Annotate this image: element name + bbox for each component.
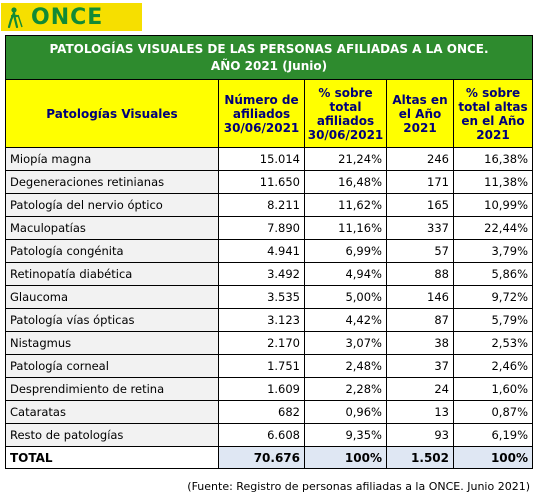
new-registrations-percent-cell: 16,38% — [452, 147, 534, 171]
total-new-registrations-cell: 1.502 — [386, 446, 454, 469]
table-row: Miopía magna 15.014 21,24% 246 16,38% — [5, 147, 534, 171]
new-registrations-cell: 93 — [386, 423, 454, 447]
affiliates-cell: 15.014 — [218, 147, 305, 171]
pathology-cell: Cataratas — [5, 400, 219, 424]
once-logo-text: ONCE — [31, 4, 104, 30]
affiliates-cell: 3.535 — [218, 285, 305, 309]
new-registrations-percent-cell: 6,19% — [452, 423, 534, 447]
affiliates-percent-cell: 3,07% — [304, 331, 387, 355]
affiliates-cell: 3.492 — [218, 262, 305, 286]
table-title: PATOLOGÍAS VISUALES DE LAS PERSONAS AFIL… — [4, 35, 534, 80]
affiliates-percent-cell: 0,96% — [304, 400, 387, 424]
table-row: Retinopatía diabética 3.492 4,94% 88 5,86% — [5, 262, 534, 286]
affiliates-percent-cell: 11,62% — [304, 193, 387, 217]
affiliates-percent-cell: 21,24% — [304, 147, 387, 171]
once-logo: ONCE — [1, 3, 142, 31]
column-header-new-registrations-percent: % sobre total altas en el Año 2021 — [452, 79, 534, 148]
pathology-cell: Maculopatías — [5, 216, 219, 240]
affiliates-percent-cell: 5,00% — [304, 285, 387, 309]
new-registrations-percent-cell: 3,79% — [452, 239, 534, 263]
total-pathology-cell: TOTAL — [5, 446, 219, 469]
affiliates-percent-cell: 16,48% — [304, 170, 387, 194]
column-header-affiliates: Número de afiliados 30/06/2021 — [218, 79, 305, 148]
affiliates-cell: 1.609 — [218, 377, 305, 401]
affiliates-percent-cell: 9,35% — [304, 423, 387, 447]
new-registrations-cell: 57 — [386, 239, 454, 263]
new-registrations-percent-cell: 10,99% — [452, 193, 534, 217]
pathology-cell: Patología congénita — [5, 239, 219, 263]
pathology-cell: Patología vías ópticas — [5, 308, 219, 332]
total-affiliates-percent-cell: 100% — [304, 446, 387, 469]
total-row: TOTAL 70.676 100% 1.502 100% — [5, 446, 534, 469]
new-registrations-cell: 24 — [386, 377, 454, 401]
affiliates-cell: 682 — [218, 400, 305, 424]
table-row: Cataratas 682 0,96% 13 0,87% — [5, 400, 534, 424]
table-title-line-2: AÑO 2021 (Junio) — [210, 58, 328, 73]
affiliates-percent-cell: 11,16% — [304, 216, 387, 240]
affiliates-cell: 3.123 — [218, 308, 305, 332]
pathology-cell: Glaucoma — [5, 285, 219, 309]
new-registrations-percent-cell: 2,46% — [452, 354, 534, 378]
pathology-cell: Patología del nervio óptico — [5, 193, 219, 217]
new-registrations-percent-cell: 22,44% — [452, 216, 534, 240]
affiliates-cell: 2.170 — [218, 331, 305, 355]
column-header-pathology: Patologías Visuales — [5, 79, 219, 148]
affiliates-cell: 1.751 — [218, 354, 305, 378]
affiliates-percent-cell: 6,99% — [304, 239, 387, 263]
total-new-registrations-percent-cell: 100% — [452, 446, 534, 469]
affiliates-percent-cell: 4,42% — [304, 308, 387, 332]
affiliates-cell: 11.650 — [218, 170, 305, 194]
pathologies-table: PATOLOGÍAS VISUALES DE LAS PERSONAS AFIL… — [4, 35, 534, 469]
new-registrations-cell: 13 — [386, 400, 454, 424]
affiliates-cell: 8.211 — [218, 193, 305, 217]
table-row: Patología corneal 1.751 2,48% 37 2,46% — [5, 354, 534, 378]
new-registrations-cell: 337 — [386, 216, 454, 240]
new-registrations-percent-cell: 11,38% — [452, 170, 534, 194]
table-row: Nistagmus 2.170 3,07% 38 2,53% — [5, 331, 534, 355]
table-row: Patología congénita 4.941 6,99% 57 3,79% — [5, 239, 534, 263]
table-header-row: Patologías Visuales Número de afiliados … — [5, 79, 534, 148]
new-registrations-percent-cell: 2,53% — [452, 331, 534, 355]
column-header-affiliates-percent: % sobre total afiliados 30/06/2021 — [304, 79, 387, 148]
pathology-cell: Retinopatía diabética — [5, 262, 219, 286]
new-registrations-percent-cell: 5,79% — [452, 308, 534, 332]
pathology-cell: Miopía magna — [5, 147, 219, 171]
affiliates-percent-cell: 4,94% — [304, 262, 387, 286]
new-registrations-cell: 246 — [386, 147, 454, 171]
pathology-cell: Resto de patologías — [5, 423, 219, 447]
table-row: Maculopatías 7.890 11,16% 337 22,44% — [5, 216, 534, 240]
affiliates-cell: 6.608 — [218, 423, 305, 447]
new-registrations-cell: 37 — [386, 354, 454, 378]
table-row: Resto de patologías 6.608 9,35% 93 6,19% — [5, 423, 534, 447]
new-registrations-percent-cell: 9,72% — [452, 285, 534, 309]
table-row: Degeneraciones retinianas 11.650 16,48% 171… — [5, 170, 534, 194]
new-registrations-cell: 38 — [386, 331, 454, 355]
table-row: Glaucoma 3.535 5,00% 146 9,72% — [5, 285, 534, 309]
table-row: Patología del nervio óptico 8.211 11,62% 16… — [5, 193, 534, 217]
affiliates-cell: 4.941 — [218, 239, 305, 263]
table-row: Patología vías ópticas 3.123 4,42% 87 5,79% — [5, 308, 534, 332]
new-registrations-cell: 171 — [386, 170, 454, 194]
table-row: Desprendimiento de retina 1.609 2,28% 24 1,6… — [5, 377, 534, 401]
table-title-line-1: PATOLOGÍAS VISUALES DE LAS PERSONAS AFIL… — [49, 41, 489, 56]
new-registrations-cell: 146 — [386, 285, 454, 309]
pathology-cell: Desprendimiento de retina — [5, 377, 219, 401]
pathology-cell: Patología corneal — [5, 354, 219, 378]
pathology-cell: Degeneraciones retinianas — [5, 170, 219, 194]
column-header-new-registrations: Altas en el Año 2021 — [386, 79, 454, 148]
once-person-with-cane-icon — [1, 3, 29, 31]
new-registrations-percent-cell: 0,87% — [452, 400, 534, 424]
affiliates-percent-cell: 2,48% — [304, 354, 387, 378]
pathology-cell: Nistagmus — [5, 331, 219, 355]
new-registrations-percent-cell: 1,60% — [452, 377, 534, 401]
total-affiliates-cell: 70.676 — [218, 446, 305, 469]
source-note: (Fuente: Registro de personas afiliadas … — [187, 480, 530, 493]
new-registrations-cell: 165 — [386, 193, 454, 217]
affiliates-percent-cell: 2,28% — [304, 377, 387, 401]
new-registrations-percent-cell: 5,86% — [452, 262, 534, 286]
new-registrations-cell: 87 — [386, 308, 454, 332]
new-registrations-cell: 88 — [386, 262, 454, 286]
affiliates-cell: 7.890 — [218, 216, 305, 240]
